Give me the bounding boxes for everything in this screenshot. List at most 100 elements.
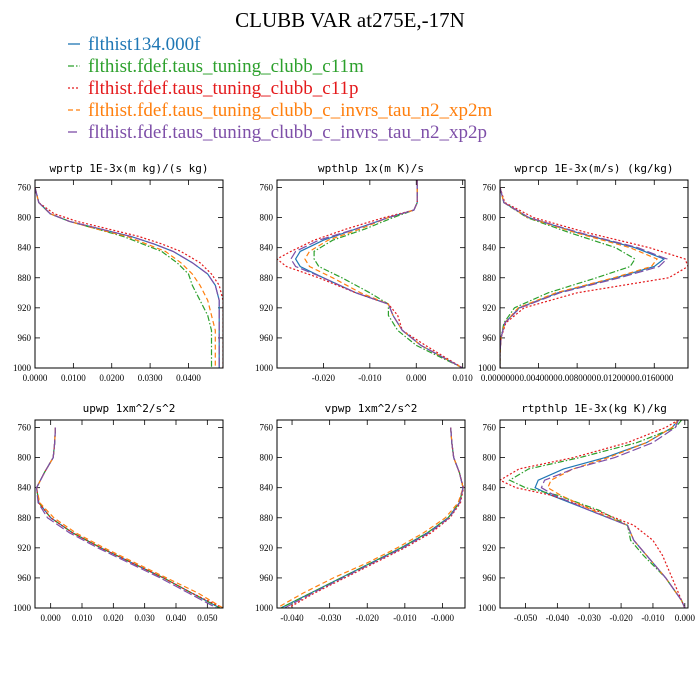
x-tick-label: 0.000 xyxy=(41,613,62,623)
series-line xyxy=(35,187,220,368)
series-line xyxy=(277,427,464,608)
panel-title: rtpthlp 1E-3x(kg K)/kg xyxy=(521,402,667,415)
legend-item: flthist.fdef.taus_tuning_clubb_c11p xyxy=(68,78,359,99)
series-line xyxy=(508,420,686,608)
y-tick-label: 760 xyxy=(483,183,497,193)
legend-item: flthist134.000f xyxy=(68,34,201,55)
x-tick-label: -0.000 xyxy=(431,613,455,623)
series-line xyxy=(534,420,686,608)
x-tick-label: 0.0400 xyxy=(176,373,201,383)
y-tick-label: 920 xyxy=(260,303,274,313)
series-line xyxy=(288,427,465,608)
y-tick-label: 880 xyxy=(260,273,274,283)
legend-label: flthist.fdef.taus_tuning_clubb_c11p xyxy=(88,78,359,99)
x-tick-label: -0.030 xyxy=(578,613,602,623)
y-tick-label: 760 xyxy=(483,423,497,433)
panel: wpthlp 1x(m K)/s 760 800 840 880 920 960 1000 -0… xyxy=(255,162,473,383)
x-tick-label: 0.010 xyxy=(453,373,474,383)
x-tick-label: -0.040 xyxy=(280,613,304,623)
y-tick-label: 880 xyxy=(260,513,274,523)
y-tick-label: 800 xyxy=(483,213,497,223)
legend-label: flthist.fdef.taus_tuning_clubb_c_invrs_t… xyxy=(88,100,492,121)
legend-item: flthist.fdef.taus_tuning_clubb_c11m xyxy=(68,56,364,77)
panel-frame xyxy=(276,179,466,369)
x-tick-label: 0.010 xyxy=(72,613,93,623)
y-tick-label: 840 xyxy=(483,483,497,493)
y-tick-label: 760 xyxy=(260,423,274,433)
y-tick-label: 760 xyxy=(18,423,32,433)
series-line xyxy=(313,180,463,368)
x-tick-label: -0.020 xyxy=(609,613,633,623)
panel: wprtp 1E-3x(m kg)/(s kg) 760 800 840 880 920 9… xyxy=(13,162,224,383)
series-line xyxy=(35,187,223,368)
x-tick-label: 0.0000 xyxy=(23,373,48,383)
y-tick-label: 760 xyxy=(260,183,274,193)
panel-frame xyxy=(276,419,466,609)
x-tick-label: 0.040 xyxy=(166,613,187,623)
series-group xyxy=(35,187,223,368)
x-tick-label: 0.050 xyxy=(197,613,218,623)
y-tick-label: 840 xyxy=(18,483,32,493)
series-group xyxy=(277,427,465,608)
x-tick-label: 0.0200 xyxy=(99,373,124,383)
series-line xyxy=(35,427,221,608)
panel: rtpthlp 1E-3x(kg K)/kg 760 800 840 880 920 960… xyxy=(478,402,695,623)
panel-title: wpthlp 1x(m K)/s xyxy=(318,162,424,175)
legend-label: flthist134.000f xyxy=(88,34,201,55)
series-line xyxy=(284,427,464,608)
y-tick-label: 1000 xyxy=(255,603,274,613)
x-tick-label: 0.0120000 xyxy=(597,373,636,383)
y-tick-label: 960 xyxy=(260,333,274,343)
y-tick-label: 920 xyxy=(483,303,497,313)
y-tick-label: 1000 xyxy=(13,363,32,373)
x-tick-label: 0.000 xyxy=(406,373,427,383)
series-line xyxy=(277,180,464,368)
panel-title: wprcp 1E-3x(m/s) (kg/kg) xyxy=(515,162,674,175)
series-line xyxy=(304,180,463,368)
y-tick-label: 800 xyxy=(260,213,274,223)
y-tick-label: 920 xyxy=(260,543,274,553)
y-tick-label: 920 xyxy=(483,543,497,553)
y-tick-label: 880 xyxy=(18,273,32,283)
y-tick-label: 960 xyxy=(260,573,274,583)
series-group xyxy=(500,420,686,608)
y-tick-label: 840 xyxy=(260,483,274,493)
x-tick-label: 0.000 xyxy=(675,613,696,623)
y-tick-label: 840 xyxy=(260,243,274,253)
x-tick-label: -0.030 xyxy=(318,613,342,623)
x-tick-label: -0.020 xyxy=(356,613,380,623)
legend-label: flthist.fdef.taus_tuning_clubb_c11m xyxy=(88,56,364,77)
series-line xyxy=(35,427,223,608)
y-tick-label: 880 xyxy=(18,513,32,523)
series-line xyxy=(35,427,223,608)
y-tick-label: 960 xyxy=(18,573,32,583)
series-line xyxy=(500,420,686,608)
panel-frame xyxy=(34,419,224,609)
x-tick-label: 0.020 xyxy=(103,613,124,623)
x-tick-label: -0.020 xyxy=(312,373,336,383)
x-tick-label: 0.0040000 xyxy=(519,373,558,383)
y-tick-label: 880 xyxy=(483,513,497,523)
y-tick-label: 800 xyxy=(483,453,497,463)
y-tick-label: 800 xyxy=(18,453,32,463)
series-line xyxy=(500,187,688,368)
x-tick-label: -0.010 xyxy=(358,373,382,383)
series-line xyxy=(280,427,464,608)
y-tick-label: 840 xyxy=(18,243,32,253)
x-tick-label: 0.030 xyxy=(135,613,156,623)
y-tick-label: 960 xyxy=(483,573,497,583)
series-group xyxy=(277,180,464,368)
y-tick-label: 840 xyxy=(483,243,497,253)
series-line xyxy=(294,180,463,368)
series-line xyxy=(35,427,217,608)
x-tick-label: -0.040 xyxy=(546,613,570,623)
y-tick-label: 800 xyxy=(260,453,274,463)
series-line xyxy=(280,427,464,608)
series-line xyxy=(500,187,668,368)
x-tick-label: 0.0300 xyxy=(138,373,163,383)
y-tick-label: 800 xyxy=(18,213,32,223)
y-tick-label: 1000 xyxy=(13,603,32,613)
y-tick-label: 1000 xyxy=(478,603,497,613)
legend-item: flthist.fdef.taus_tuning_clubb_c_invrs_t… xyxy=(68,122,487,143)
